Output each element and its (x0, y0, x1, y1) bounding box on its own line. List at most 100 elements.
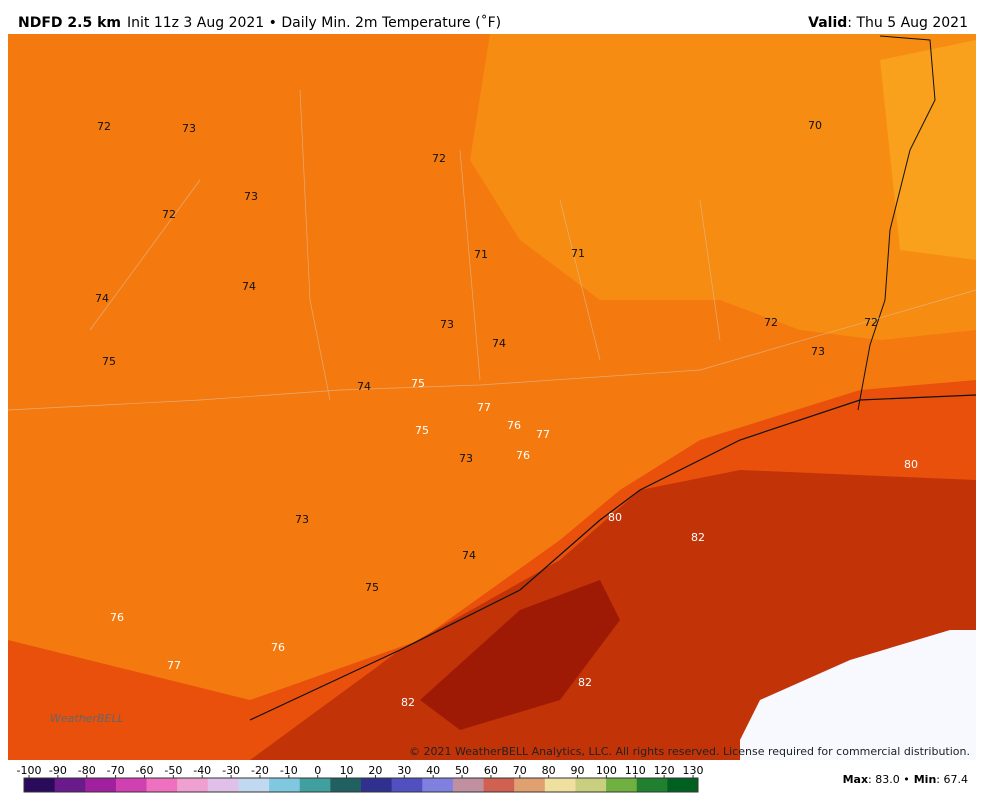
colorbar-segment (361, 778, 393, 792)
station-value: 72 (162, 208, 176, 221)
warm-north (470, 34, 976, 340)
colorbar-segment (514, 778, 546, 792)
gulf-warm (420, 580, 620, 730)
copyright: © 2021 WeatherBELL Analytics, LLC. All r… (409, 745, 970, 758)
colorbar-tick-label: 90 (571, 764, 585, 777)
colorbar-tick-label: 70 (513, 764, 527, 777)
colorbar-segment (177, 778, 209, 792)
station-value: 80 (608, 511, 622, 524)
colorbar-segment (115, 778, 148, 792)
colorbar-segment (452, 778, 485, 792)
colorbar-tick-label: 80 (542, 764, 556, 777)
colorbar-segment (575, 778, 607, 792)
station-value: 77 (477, 401, 491, 414)
state-border (857, 35, 936, 411)
station-value: 75 (415, 424, 429, 437)
colorbar-tick-label: -30 (222, 764, 240, 777)
colorbar-segment (146, 778, 178, 792)
colorbar-tick-label: 130 (683, 764, 704, 777)
station-value: 76 (507, 419, 521, 432)
station-value: 75 (102, 355, 116, 368)
station-value: 75 (411, 377, 425, 390)
colorbar-tick-label: 110 (625, 764, 646, 777)
station-value: 72 (764, 316, 778, 329)
colorbar-tick-label: 0 (314, 764, 321, 777)
colorbar-tick-label: -80 (78, 764, 96, 777)
station-labels: 72 73 72 70 73 72 71 71 74 74 73 74 72 72 73 75 74 75 77 76… (95, 119, 918, 709)
colorbar-tick-label: -90 (49, 764, 67, 777)
colorbar-tick-label: 50 (455, 764, 469, 777)
logo: WeatherBELL (50, 712, 124, 725)
colorbar-tick-label: 100 (596, 764, 617, 777)
station-value: 70 (808, 119, 822, 132)
colorbar-segment (330, 778, 362, 792)
station-value: 76 (271, 641, 285, 654)
colorbar-tick-label: 40 (426, 764, 440, 777)
valid-label: Valid (808, 15, 847, 31)
min-label: Min (914, 773, 937, 786)
station-value: 74 (357, 380, 371, 393)
station-value: 74 (492, 337, 506, 350)
station-value: 82 (401, 696, 415, 709)
colorbar-tick-label: -10 (280, 764, 298, 777)
colorbar-segment (391, 778, 423, 792)
no-data (740, 630, 976, 760)
header-right: Valid: Thu 5 Aug 2021 (808, 15, 968, 31)
station-value: 76 (110, 611, 124, 624)
colorbar-tick-label: -40 (193, 764, 211, 777)
station-value: 74 (242, 280, 256, 293)
description: Init 11z 3 Aug 2021 • Daily Min. 2m Temp… (127, 14, 501, 31)
coastline (249, 394, 977, 721)
map (7, 34, 977, 760)
colorbar-tick-label: -100 (17, 764, 42, 777)
colorbar-segment (636, 778, 668, 792)
colorbar-segment (422, 778, 454, 792)
colorbar-segment (606, 778, 638, 792)
station-value: 73 (459, 452, 473, 465)
colorbar-frame (23, 777, 699, 793)
station-value: 76 (516, 449, 530, 462)
colorbar-segment (299, 778, 331, 792)
station-value: 77 (536, 428, 550, 441)
colorbar-segment (24, 778, 56, 792)
colorbar-segment (85, 778, 117, 792)
min-value: : 67.4 (936, 773, 968, 786)
model: NDFD 2.5 km (18, 15, 121, 31)
colorbar-segment (207, 778, 239, 792)
station-value: 73 (295, 513, 309, 526)
colorbar-tick-label: 20 (368, 764, 382, 777)
colorbar-tick-label: 120 (654, 764, 675, 777)
station-value: 74 (95, 292, 109, 305)
header-left: NDFD 2.5 km Init 11z 3 Aug 2021 • Daily M… (18, 14, 501, 31)
station-value: 73 (811, 345, 825, 358)
colorbar-segment (667, 778, 699, 792)
colorbar-tick-label: 30 (397, 764, 411, 777)
station-value: 74 (462, 549, 476, 562)
station-value: 73 (440, 318, 454, 331)
county-lines (7, 89, 977, 411)
max-label: Max (843, 773, 868, 786)
cool-east (880, 40, 976, 260)
station-value: 71 (571, 247, 585, 260)
colorbar-tick-label: 10 (340, 764, 354, 777)
colorbar-segment (238, 778, 270, 792)
colorbar: -100 -90 -80 -70 -60 -50 -40 -30 -20 -10 0 10 20 30 40… (17, 764, 704, 793)
station-value: 73 (182, 122, 196, 135)
station-value: 80 (904, 458, 918, 471)
colorbar-tick-label: -50 (164, 764, 182, 777)
station-value: 73 (244, 190, 258, 203)
station-value: 72 (432, 152, 446, 165)
colorbar-tick-label: -60 (135, 764, 153, 777)
station-value: 72 (97, 120, 111, 133)
colorbar-segment (54, 778, 86, 792)
colorbar-segment (269, 778, 301, 792)
station-value: 71 (474, 248, 488, 261)
valid-date: : Thu 5 Aug 2021 (847, 15, 968, 31)
colorbar-segment (544, 778, 576, 792)
colorbar-tick-label: 60 (484, 764, 498, 777)
station-value: 82 (578, 676, 592, 689)
station-value: 82 (691, 531, 705, 544)
max-value: : 83.0 • (868, 773, 910, 786)
